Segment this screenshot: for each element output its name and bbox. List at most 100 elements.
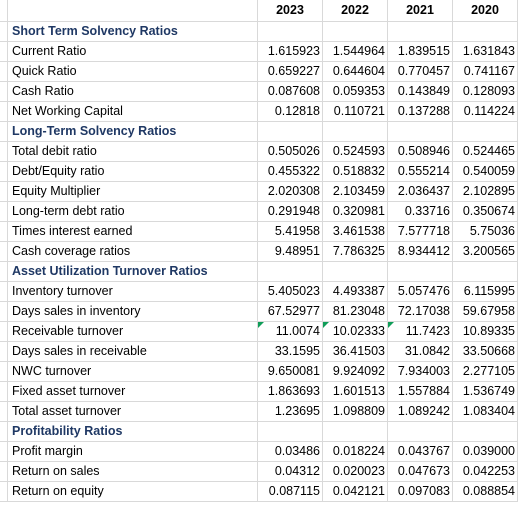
value-cell[interactable]: 0.770457 — [387, 61, 453, 82]
value-cell[interactable]: 0.087608 — [257, 81, 323, 102]
row-gutter-cell[interactable] — [0, 261, 8, 282]
value-cell[interactable]: 33.50668 — [452, 341, 518, 362]
value-cell[interactable]: 5.41958 — [257, 221, 323, 242]
value-cell[interactable]: 2.036437 — [387, 181, 453, 202]
row-label-cell[interactable]: NWC turnover — [7, 361, 258, 382]
row-gutter-cell[interactable] — [0, 141, 8, 162]
value-cell-flagged[interactable]: 11.0074 — [257, 321, 323, 342]
value-cell[interactable]: 0.03486 — [257, 441, 323, 462]
section-heading-cell[interactable]: Short Term Solvency Ratios — [7, 21, 258, 42]
row-label-cell[interactable]: Times interest earned — [7, 221, 258, 242]
row-label-cell[interactable]: Days sales in receivable — [7, 341, 258, 362]
value-cell[interactable]: 0.114224 — [452, 101, 518, 122]
value-cell[interactable]: 67.52977 — [257, 301, 323, 322]
column-header-2022[interactable]: 2022 — [322, 0, 388, 22]
value-cell[interactable]: 9.48951 — [257, 241, 323, 262]
value-cell[interactable]: 5.057476 — [387, 281, 453, 302]
row-gutter-cell[interactable] — [0, 181, 8, 202]
value-cell[interactable]: 81.23048 — [322, 301, 388, 322]
value-cell[interactable]: 0.555214 — [387, 161, 453, 182]
section-heading-cell[interactable]: Long-Term Solvency Ratios — [7, 121, 258, 142]
value-cell[interactable]: 1.544964 — [322, 41, 388, 62]
row-gutter-cell[interactable] — [0, 481, 8, 502]
column-header-2021[interactable]: 2021 — [387, 0, 453, 22]
column-header-2020[interactable]: 2020 — [452, 0, 518, 22]
value-cell[interactable]: 1.839515 — [387, 41, 453, 62]
value-cell[interactable]: 7.786325 — [322, 241, 388, 262]
row-label-cell[interactable]: Fixed asset turnover — [7, 381, 258, 402]
value-cell[interactable]: 0.320981 — [322, 201, 388, 222]
value-cell[interactable]: 7.577718 — [387, 221, 453, 242]
empty-cell[interactable] — [387, 421, 453, 442]
value-cell[interactable]: 0.043767 — [387, 441, 453, 462]
row-gutter-cell[interactable] — [0, 461, 8, 482]
row-label-cell[interactable]: Receivable turnover — [7, 321, 258, 342]
row-gutter-cell[interactable] — [0, 121, 8, 142]
empty-cell[interactable] — [322, 421, 388, 442]
row-gutter-cell[interactable] — [0, 421, 8, 442]
header-label-cell[interactable] — [7, 0, 258, 22]
row-label-cell[interactable]: Cash coverage ratios — [7, 241, 258, 262]
empty-cell[interactable] — [257, 261, 323, 282]
value-cell[interactable]: 0.020023 — [322, 461, 388, 482]
row-gutter-cell[interactable] — [0, 441, 8, 462]
value-cell[interactable]: 0.042121 — [322, 481, 388, 502]
value-cell[interactable]: 0.088854 — [452, 481, 518, 502]
empty-cell[interactable] — [452, 21, 518, 42]
row-label-cell[interactable]: Equity Multiplier — [7, 181, 258, 202]
row-label-cell[interactable]: Long-term debt ratio — [7, 201, 258, 222]
value-cell[interactable]: 0.455322 — [257, 161, 323, 182]
value-cell[interactable]: 0.018224 — [322, 441, 388, 462]
row-label-cell[interactable]: Return on sales — [7, 461, 258, 482]
row-gutter-cell[interactable] — [0, 161, 8, 182]
empty-cell[interactable] — [257, 121, 323, 142]
row-label-cell[interactable]: Total debit ratio — [7, 141, 258, 162]
value-cell[interactable]: 0.659227 — [257, 61, 323, 82]
value-cell[interactable]: 0.143849 — [387, 81, 453, 102]
value-cell[interactable]: 0.04312 — [257, 461, 323, 482]
empty-cell[interactable] — [257, 21, 323, 42]
value-cell[interactable]: 0.039000 — [452, 441, 518, 462]
value-cell[interactable]: 72.17038 — [387, 301, 453, 322]
row-label-cell[interactable]: Days sales in inventory — [7, 301, 258, 322]
value-cell[interactable]: 0.524465 — [452, 141, 518, 162]
value-cell[interactable]: 7.934003 — [387, 361, 453, 382]
value-cell[interactable]: 5.405023 — [257, 281, 323, 302]
value-cell[interactable]: 36.41503 — [322, 341, 388, 362]
empty-cell[interactable] — [322, 261, 388, 282]
value-cell[interactable]: 9.924092 — [322, 361, 388, 382]
row-gutter-cell[interactable] — [0, 401, 8, 422]
value-cell-flagged[interactable]: 11.7423 — [387, 321, 453, 342]
value-cell[interactable]: 2.103459 — [322, 181, 388, 202]
value-cell[interactable]: 0.097083 — [387, 481, 453, 502]
value-cell[interactable]: 1.615923 — [257, 41, 323, 62]
value-cell[interactable]: 0.087115 — [257, 481, 323, 502]
value-cell[interactable]: 4.493387 — [322, 281, 388, 302]
row-gutter-cell[interactable] — [0, 341, 8, 362]
value-cell[interactable]: 2.277105 — [452, 361, 518, 382]
value-cell[interactable]: 1.601513 — [322, 381, 388, 402]
row-gutter-cell[interactable] — [0, 0, 8, 22]
value-cell[interactable]: 0.524593 — [322, 141, 388, 162]
value-cell[interactable]: 33.1595 — [257, 341, 323, 362]
value-cell[interactable]: 9.650081 — [257, 361, 323, 382]
value-cell[interactable]: 0.110721 — [322, 101, 388, 122]
empty-cell[interactable] — [452, 121, 518, 142]
value-cell[interactable]: 0.540059 — [452, 161, 518, 182]
row-label-cell[interactable]: Current Ratio — [7, 41, 258, 62]
row-gutter-cell[interactable] — [0, 101, 8, 122]
value-cell[interactable]: 0.518832 — [322, 161, 388, 182]
row-label-cell[interactable]: Inventory turnover — [7, 281, 258, 302]
value-cell[interactable]: 0.33716 — [387, 201, 453, 222]
row-label-cell[interactable]: Profit margin — [7, 441, 258, 462]
value-cell[interactable]: 0.042253 — [452, 461, 518, 482]
value-cell[interactable]: 10.89335 — [452, 321, 518, 342]
value-cell[interactable]: 59.67958 — [452, 301, 518, 322]
value-cell[interactable]: 0.128093 — [452, 81, 518, 102]
value-cell[interactable]: 8.934412 — [387, 241, 453, 262]
empty-cell[interactable] — [322, 121, 388, 142]
value-cell[interactable]: 5.75036 — [452, 221, 518, 242]
value-cell[interactable]: 0.12818 — [257, 101, 323, 122]
empty-cell[interactable] — [387, 21, 453, 42]
value-cell[interactable]: 0.505026 — [257, 141, 323, 162]
